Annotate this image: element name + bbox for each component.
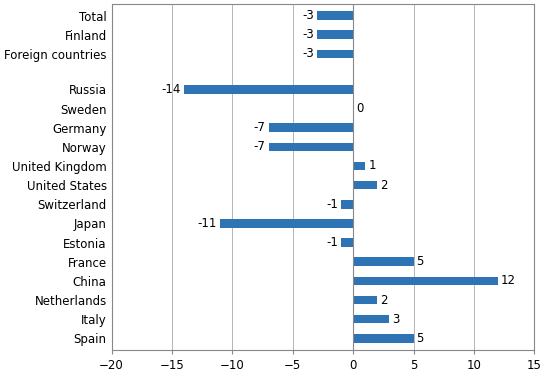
Bar (353, 258, 413, 266)
Bar (353, 334, 413, 343)
Text: 2: 2 (381, 294, 388, 306)
Text: -3: -3 (302, 47, 314, 61)
Text: 1: 1 (368, 159, 376, 173)
Bar (341, 238, 353, 247)
Text: -1: -1 (326, 198, 338, 211)
Bar (184, 85, 353, 94)
Bar (317, 30, 353, 39)
Text: 12: 12 (501, 274, 516, 287)
Bar (269, 123, 353, 132)
Bar (353, 296, 377, 304)
Bar (341, 200, 353, 209)
Bar (317, 11, 353, 20)
Text: -7: -7 (254, 121, 265, 134)
Bar (353, 315, 389, 323)
Text: 5: 5 (417, 332, 424, 345)
Bar (269, 143, 353, 151)
Text: -14: -14 (162, 83, 181, 96)
Bar (353, 181, 377, 190)
Bar (220, 219, 353, 228)
Text: -3: -3 (302, 9, 314, 22)
Text: -7: -7 (254, 140, 265, 153)
Text: 2: 2 (381, 179, 388, 192)
Text: -11: -11 (198, 217, 217, 230)
Bar (353, 162, 365, 170)
Text: 5: 5 (417, 255, 424, 268)
Text: -3: -3 (302, 28, 314, 41)
Text: 3: 3 (393, 313, 400, 326)
Bar (317, 50, 353, 58)
Bar (353, 277, 498, 285)
Text: 0: 0 (356, 102, 364, 115)
Text: -1: -1 (326, 236, 338, 249)
